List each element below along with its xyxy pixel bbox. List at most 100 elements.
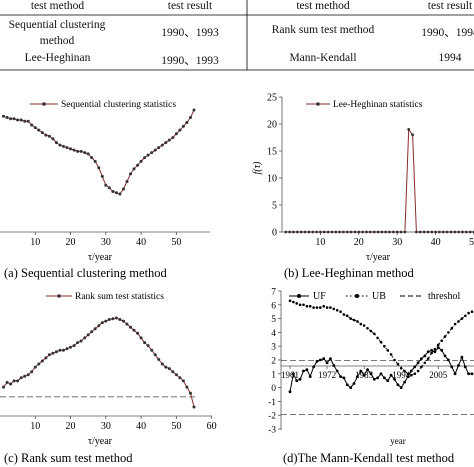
panel-d-series-ub-point-14 xyxy=(332,307,336,311)
panel-c-series-point-21 xyxy=(72,344,76,348)
panel-a-series-point-6 xyxy=(19,118,23,122)
panel-d-series-ub-point-8 xyxy=(312,306,315,309)
panel-c-xlabel: τ/year xyxy=(88,436,113,447)
panel-d-series-uf-point-5 xyxy=(302,369,305,373)
panel-d-y-tick-label--2: -2 xyxy=(268,412,276,422)
panel-b-series xyxy=(284,127,474,234)
panel-d-series-ub-point-16 xyxy=(339,310,342,314)
panel-b-series-point-5 xyxy=(299,230,303,234)
panel-b-xlabel: τ/year xyxy=(366,252,391,263)
panel-c-series-point-55 xyxy=(192,405,196,409)
panel-a-series-point-35 xyxy=(122,187,125,191)
method-results-table: test method test result Sequential clust… xyxy=(0,0,474,70)
table-left-row-1-result: 1990、1993 xyxy=(161,27,219,39)
panel-d-series-uf-point-23 xyxy=(362,373,366,377)
panel-d-series-uf-point-29 xyxy=(383,376,386,380)
panel-d-series-ub-point-21 xyxy=(356,320,359,323)
panel-d-y-tick-label-1: 1 xyxy=(271,370,276,380)
panel-c-series xyxy=(2,316,196,409)
panel-d-series-ub-point-28 xyxy=(379,340,383,344)
panel-b-series-point-29 xyxy=(392,230,395,234)
panel-c-series-point-17 xyxy=(58,348,62,352)
panel-d-xlabel: year xyxy=(390,436,406,446)
panel-c-series-point-36 xyxy=(125,322,129,326)
panel-d-series-ub-line xyxy=(289,300,473,376)
panel-c-series-point-7 xyxy=(23,374,27,378)
panel-d-series-uf-point-19 xyxy=(349,386,353,389)
panel-c-series-point-5 xyxy=(16,379,20,383)
panel-c-series-point-38 xyxy=(132,328,136,332)
panel-c-series-point-16 xyxy=(54,350,58,354)
panel-d-series-ub-point-39 xyxy=(416,369,420,373)
panel-b-series-point-44 xyxy=(449,230,453,234)
panel-d-threshold-lines xyxy=(281,360,474,416)
panel-c-series-point-18 xyxy=(62,348,65,352)
panel-d-series-uf-point-41 xyxy=(423,354,427,358)
panel-b-series-point-41 xyxy=(438,230,441,234)
panel-b-series-point-24 xyxy=(372,230,376,234)
panel-c-series-point-47 xyxy=(164,365,168,369)
panel-b-series-point-12 xyxy=(326,230,330,234)
table-right-row-2-method: Mann-Kendall xyxy=(289,52,357,64)
panel-d-series-ub-point-23 xyxy=(362,324,366,327)
panel-a-series-point-42 xyxy=(146,153,150,157)
table-right-header-result: test result xyxy=(427,0,473,12)
panel-a-series-point-37 xyxy=(129,172,132,176)
panel-c: 10 20 30 40 50 60 Rank sum test statistics τ/… xyxy=(0,292,217,465)
panel-d-legend-ub-marker xyxy=(355,294,359,298)
panel-d-series-uf-point-21 xyxy=(356,375,359,378)
panel-a-series-point-44 xyxy=(153,148,157,152)
panel-c-series-point-53 xyxy=(185,385,189,389)
panel-d-series-uf-point-3 xyxy=(295,379,299,383)
panel-a-series-point-31 xyxy=(107,186,111,190)
panel-b-series-point-9 xyxy=(315,230,318,234)
panel-d-series-ub-point-55 xyxy=(470,310,474,314)
panel-b-legend-label: Lee-Heghinan statistics xyxy=(333,100,423,110)
panel-d-series-uf-point-9 xyxy=(315,360,319,363)
panel-a-legend-marker xyxy=(42,102,46,106)
panel-c-series-point-54 xyxy=(189,391,192,395)
panel-d-series-uf-point-51 xyxy=(457,364,460,367)
panel-d-series-uf-point-11 xyxy=(322,357,326,360)
panel-b-series-point-37 xyxy=(422,230,426,234)
panel-a-series-point-27 xyxy=(93,159,97,163)
panel-d-series-ub-point-17 xyxy=(342,313,346,316)
panel-c-series-point-42 xyxy=(146,344,150,348)
table-left-row-1-method: Sequential clustering method xyxy=(8,19,106,47)
panel-c-series-point-44 xyxy=(153,353,157,357)
panel-d-series-uf-point-32 xyxy=(393,377,396,381)
panel-d-series-uf-point-55 xyxy=(470,372,474,376)
panel-d-series-uf-point-20 xyxy=(352,382,356,385)
panel-d-series-ub-point-12 xyxy=(325,306,329,309)
panel-d-series-ub-point-10 xyxy=(319,306,322,309)
panel-c-series-point-40 xyxy=(139,336,143,340)
table-right-row-2-result: 1994 xyxy=(438,52,462,64)
panel-d-series-uf-point-26 xyxy=(372,377,376,381)
panel-c-series-point-28 xyxy=(97,324,101,328)
panel-c-x-ticks: 10 20 30 40 50 60 xyxy=(30,416,217,432)
panel-a-series-point-47 xyxy=(164,141,168,145)
panel-b-y-tick-label-20: 20 xyxy=(267,120,277,131)
panel-d-series-ub-point-42 xyxy=(426,357,430,360)
panel-d-y-tick-label-0: 0 xyxy=(271,384,276,394)
panel-c-series-point-45 xyxy=(157,357,161,361)
panel-a: 10 20 30 40 50 Sequential clustering statist… xyxy=(0,100,210,280)
panel-d-series-uf-point-17 xyxy=(342,376,346,380)
panel-b-caption: (b) Lee-Heghinan method xyxy=(284,266,415,280)
panel-d-series-ub-point-29 xyxy=(383,344,386,348)
panel-b-series-point-30 xyxy=(395,230,399,234)
panel-a-series-point-55 xyxy=(192,108,196,112)
panel-a-series-point-24 xyxy=(83,151,87,155)
panel-a-series-point-8 xyxy=(26,119,30,123)
table-right-row-1-method: Rank sum test method xyxy=(271,24,375,36)
panel-a-series-point-23 xyxy=(79,149,83,153)
panel-d-series-uf-point-46 xyxy=(440,348,444,352)
panel-c-series-point-31 xyxy=(107,318,111,321)
panel-a-series-point-5 xyxy=(16,118,20,122)
panel-b-series-point-13 xyxy=(330,230,334,234)
panel-a-series-point-33 xyxy=(114,191,118,195)
panel-d-series-uf-point-7 xyxy=(308,375,312,378)
panel-d-series-uf-point-12 xyxy=(325,361,329,365)
panel-b-y-tick-label-25: 25 xyxy=(267,93,277,104)
panel-c-series-point-20 xyxy=(69,345,72,349)
